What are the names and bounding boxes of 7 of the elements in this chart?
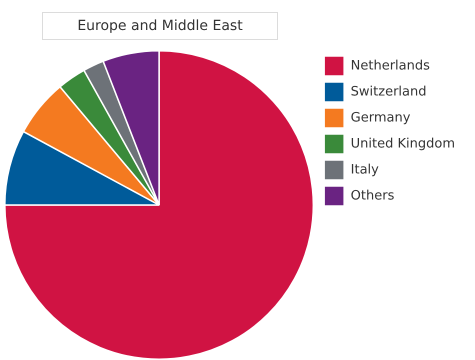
legend-label: Italy xyxy=(350,162,380,178)
legend-label: United Kingdom xyxy=(350,136,455,152)
legend-label: Netherlands xyxy=(350,58,430,74)
chart-title: Europe and Middle East xyxy=(42,12,278,40)
legend-label: Germany xyxy=(350,110,411,126)
legend-label: Others xyxy=(350,188,395,204)
legend-label: Switzerland xyxy=(350,84,426,100)
